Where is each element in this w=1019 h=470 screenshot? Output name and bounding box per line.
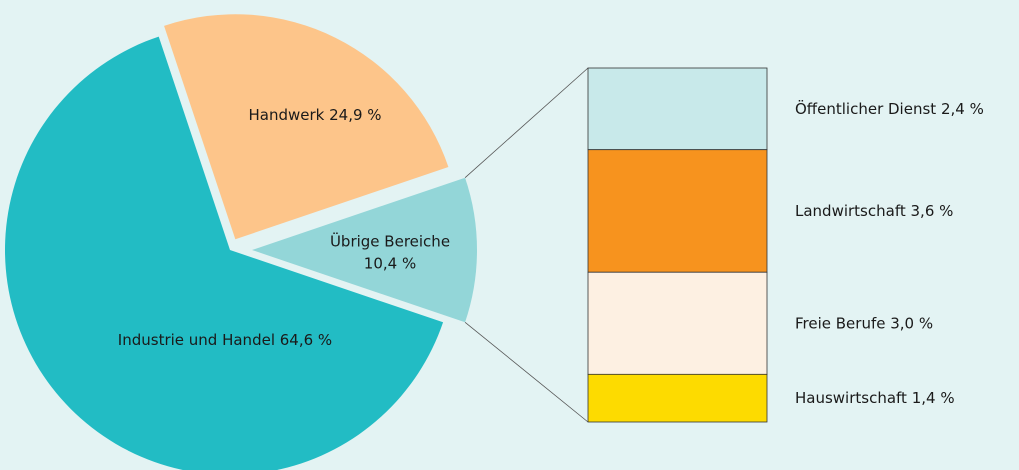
bar-segment	[587, 149, 768, 273]
slice-value: 24,9 %	[329, 106, 381, 124]
bar-segment	[587, 67, 768, 151]
pie-slice	[164, 14, 449, 240]
slice-name: Industrie und Handel	[118, 331, 275, 349]
slice-name: Handwerk	[248, 106, 324, 124]
segment-name: Freie Berufe	[795, 314, 885, 332]
slice-value: 64,6 %	[280, 331, 332, 349]
pie-slice	[252, 177, 477, 323]
segment-name: Hauswirtschaft	[795, 389, 907, 407]
pie-slice	[5, 36, 444, 470]
slice-label: Handwerk 24,9 %	[248, 106, 381, 124]
connector	[464, 67, 589, 179]
slice-label: Industrie und Handel 64,6 %	[118, 331, 332, 349]
segment-name: Öffentlicher Dienst	[795, 98, 936, 117]
segment-label: Öffentlicher Dienst 2,4 %	[795, 98, 984, 117]
slice-value: 10,4 %	[364, 255, 416, 273]
connector	[464, 321, 589, 423]
segment-name: Landwirtschaft	[795, 201, 906, 219]
bar-segment	[587, 271, 768, 375]
segment-label: Freie Berufe 3,0 %	[795, 314, 933, 332]
segment-label: Hauswirtschaft 1,4 %	[795, 389, 955, 407]
slice-label: Übrige Bereiche	[330, 232, 450, 251]
segment-value: 2,4 %	[941, 99, 984, 117]
segment-value: 1,4 %	[912, 389, 955, 407]
segment-value: 3,0 %	[890, 314, 933, 332]
segment-label: Landwirtschaft 3,6 %	[795, 201, 953, 219]
bar-segment	[587, 373, 768, 423]
segment-value: 3,6 %	[911, 201, 954, 219]
